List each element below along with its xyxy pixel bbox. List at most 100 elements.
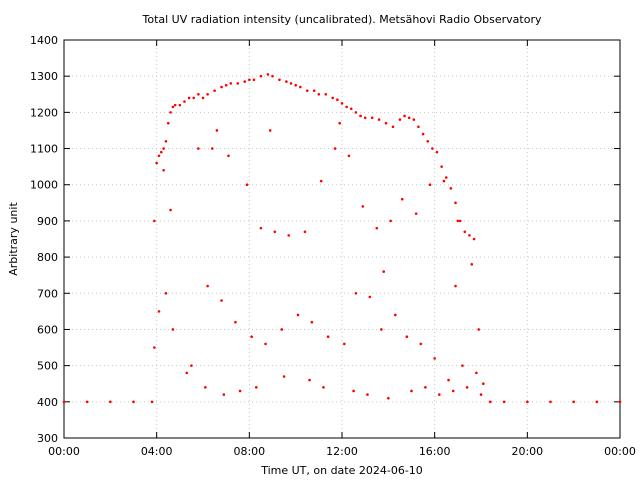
data-point (479, 393, 483, 396)
data-point (183, 100, 186, 103)
x-tick-label: 00:00 (48, 445, 80, 458)
data-point (333, 147, 337, 150)
data-point (243, 80, 246, 83)
data-point (192, 96, 196, 100)
data-point (389, 219, 392, 223)
data-point (157, 310, 161, 313)
data-points (62, 73, 622, 404)
data-point (456, 219, 460, 223)
data-point (477, 328, 480, 331)
data-point (220, 85, 223, 89)
y-tick-label: 800 (37, 251, 58, 264)
data-point (368, 295, 372, 299)
data-point (449, 187, 453, 190)
data-point (526, 400, 529, 404)
data-point (549, 400, 552, 404)
data-point (215, 129, 219, 132)
data-point (322, 386, 325, 389)
data-point (331, 96, 335, 100)
plot-frame (63, 39, 621, 439)
data-point (400, 197, 404, 201)
data-point (354, 111, 358, 114)
chart-title: Total UV radiation intensity (uncalibrat… (142, 13, 542, 26)
data-point (417, 125, 420, 129)
data-point (299, 85, 302, 89)
y-tick-label: 1400 (30, 34, 58, 47)
data-point (461, 364, 464, 367)
x-tick-label: 20:00 (511, 445, 543, 458)
data-point (162, 168, 165, 172)
data-point (458, 219, 462, 223)
data-point (204, 386, 207, 389)
data-point (273, 230, 277, 234)
data-point (308, 378, 311, 382)
data-point (150, 400, 154, 404)
y-tick-label: 1200 (30, 106, 58, 119)
data-point (428, 183, 432, 187)
y-tick-label: 1100 (30, 143, 58, 156)
x-tick-label: 04:00 (141, 445, 173, 458)
data-point (444, 176, 448, 179)
data-point (345, 105, 348, 109)
data-point (338, 121, 341, 125)
data-point (454, 201, 457, 205)
data-point (132, 400, 135, 404)
data-point (289, 82, 293, 85)
data-point (468, 234, 471, 237)
data-point (319, 179, 323, 183)
data-point (421, 132, 425, 136)
data-point (435, 150, 439, 154)
data-point (502, 400, 506, 404)
y-tick-label: 900 (37, 215, 58, 228)
data-point (250, 335, 253, 338)
data-point (166, 121, 170, 125)
data-point (340, 102, 344, 105)
x-tick-label: 00:00 (604, 445, 636, 458)
data-point (410, 389, 413, 393)
data-point (153, 219, 156, 223)
data-point (171, 328, 175, 331)
data-point (380, 328, 383, 331)
data-point (206, 92, 209, 96)
data-point (312, 89, 316, 92)
data-point (254, 386, 258, 389)
data-point (287, 234, 291, 237)
data-point (391, 125, 395, 129)
data-point (162, 147, 165, 150)
data-point (264, 342, 267, 346)
data-point (347, 154, 351, 158)
data-point (259, 74, 263, 78)
data-point (238, 389, 242, 393)
data-point (403, 114, 406, 118)
data-point (259, 226, 263, 230)
data-point (169, 111, 172, 114)
y-tick-label: 300 (37, 432, 58, 445)
data-point (324, 92, 328, 96)
data-point (213, 89, 216, 92)
data-point (234, 320, 237, 324)
data-point (426, 140, 430, 143)
data-point (377, 118, 381, 121)
data-point (595, 400, 599, 404)
data-point (465, 386, 469, 389)
y-axis-label: Arbitrary unit (7, 202, 20, 276)
data-point (164, 291, 168, 295)
data-point (366, 393, 369, 396)
data-point (164, 140, 168, 143)
data-point (109, 400, 112, 404)
data-point (285, 80, 288, 83)
data-point (393, 313, 397, 317)
data-point (349, 107, 353, 111)
data-point (310, 320, 314, 324)
data-point (271, 74, 274, 78)
y-tick-label: 400 (37, 396, 58, 409)
data-point (157, 154, 161, 158)
data-point (155, 161, 158, 165)
data-point (433, 357, 436, 360)
data-point (431, 147, 434, 150)
data-point (438, 393, 441, 396)
data-point (361, 205, 365, 208)
y-tick-label: 1000 (30, 179, 58, 192)
y-tick-labels: 300 400 500 600 700 800 900 1000 1100 1200 1300 140… (30, 34, 58, 445)
data-point (447, 378, 450, 382)
